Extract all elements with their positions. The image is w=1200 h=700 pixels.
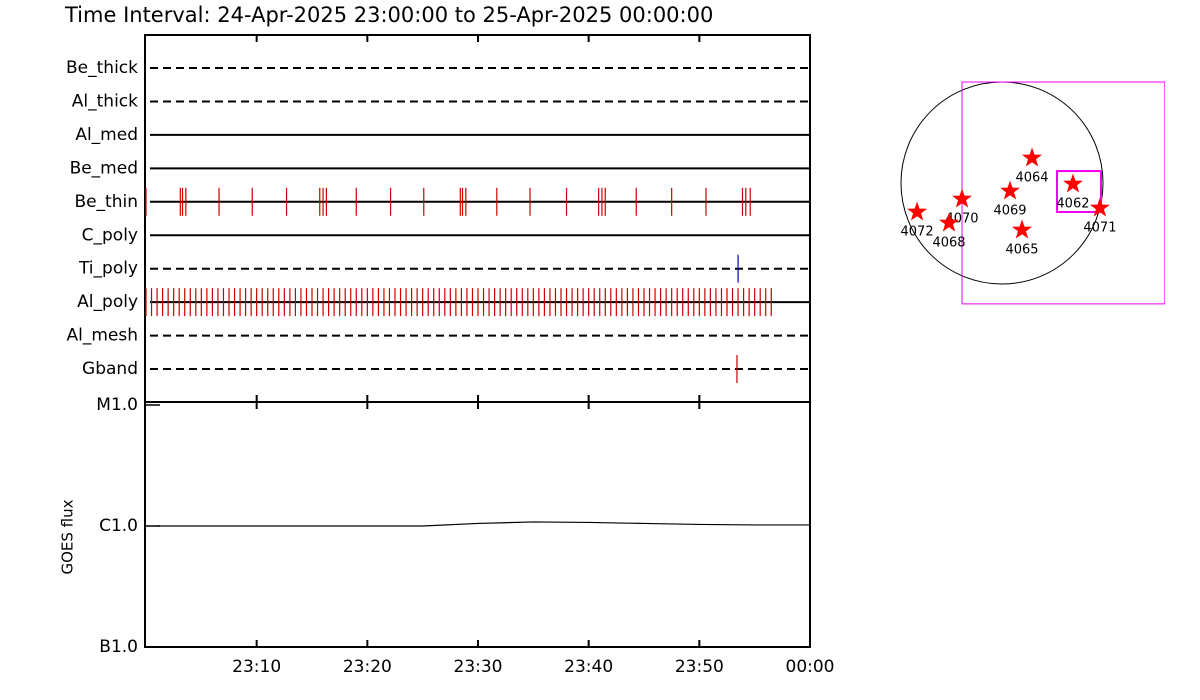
region-star — [1063, 173, 1083, 193]
target-box — [1055, 170, 1102, 213]
chart-title: Time Interval: 24-Apr-2025 23:00:00 to 2… — [64, 3, 713, 27]
plot-frame — [144, 34, 811, 648]
channel-label: Al_thick — [72, 91, 138, 111]
region-star — [1000, 180, 1020, 200]
x-tick-label: 23:20 — [343, 657, 392, 677]
region-label: 4064 — [1015, 171, 1048, 186]
field-of-view — [961, 81, 1165, 305]
y-axis-label: GOES flux — [59, 499, 77, 574]
region-label: 4065 — [1005, 242, 1038, 257]
region-star — [939, 212, 959, 232]
region-star — [1012, 219, 1032, 239]
y-tick-label: B1.0 — [99, 637, 138, 657]
x-tick-label: 00:00 — [786, 657, 835, 677]
region-label: 4062 — [1056, 196, 1089, 211]
channel-label: Al_mesh — [66, 326, 138, 346]
channel-label: Be_thick — [66, 58, 138, 78]
x-tick-label: 23:40 — [564, 657, 613, 677]
channel-label: Be_thin — [74, 192, 138, 212]
region-label: 4068 — [932, 235, 965, 250]
channel-label: Al_poly — [77, 292, 138, 312]
y-tick-label: C1.0 — [99, 516, 138, 536]
channel-label: Al_med — [75, 125, 138, 145]
region-star — [952, 188, 972, 208]
channel-label: Ti_poly — [78, 259, 138, 279]
goes-line — [157, 521, 810, 527]
channel-label: Be_med — [70, 158, 138, 178]
region-label: 4072 — [901, 224, 934, 239]
region-label: 4069 — [993, 204, 1026, 219]
y-tick-label: M1.0 — [96, 395, 138, 415]
region-star — [1022, 147, 1042, 167]
channel-label: Gband — [82, 359, 138, 379]
region-star — [907, 201, 928, 221]
x-tick-label: 23:50 — [675, 657, 724, 677]
channel-label: C_poly — [82, 225, 138, 245]
x-tick-label: 23:30 — [454, 657, 503, 677]
region-label: 4071 — [1083, 220, 1116, 235]
x-tick-label: 23:10 — [232, 657, 281, 677]
region-star — [1089, 197, 1110, 217]
